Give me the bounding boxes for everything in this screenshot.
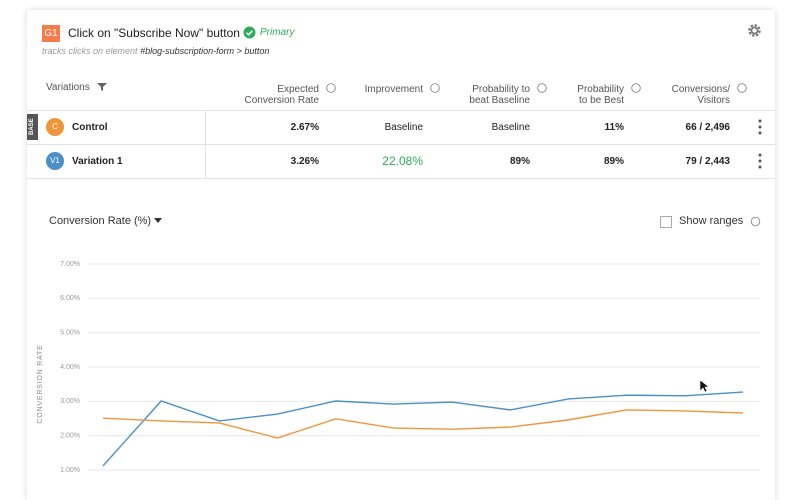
y-tick-label: 2.00%: [60, 433, 80, 440]
col-header: Expected Conversion Rate: [245, 84, 319, 106]
cell: 89%: [509, 156, 530, 167]
cell: Baseline: [491, 122, 530, 133]
dropdown-caret[interactable]: [154, 218, 163, 224]
y-tick-label: 3.00%: [60, 398, 80, 405]
y-tick-label: 7.00%: [60, 261, 80, 268]
cell: 66 / 2,496: [685, 122, 730, 133]
col-line: to be Best: [578, 95, 624, 106]
row-divider: [27, 144, 775, 145]
cell: 79 / 2,443: [685, 156, 730, 167]
col-line: Probability: [577, 84, 624, 95]
col-header: Variations: [46, 82, 90, 93]
cell: 3.26%: [290, 156, 319, 167]
cursor: [699, 379, 710, 393]
ranges-label: Show ranges: [679, 215, 744, 227]
col-header: Improvement: [365, 84, 423, 95]
col-line: Expected: [277, 84, 319, 95]
col-header: Probability to be Best: [577, 84, 624, 106]
y-tick-label: 1.00%: [60, 467, 80, 474]
col-line: Visitors: [697, 95, 730, 106]
selector: #blog-subscription-form > button: [140, 46, 270, 56]
y-axis-label: CONVERSION RATE: [37, 344, 44, 423]
cell: 89%: [603, 156, 624, 167]
col-line: beat Baseline: [469, 95, 530, 106]
check-icon: [243, 26, 256, 39]
row-name: Variation 1: [72, 156, 123, 167]
help-icons: [326, 83, 747, 93]
col-line: Probability to: [472, 84, 530, 95]
metric-dropdown[interactable]: Conversion Rate (%): [49, 215, 152, 227]
series-line: [102, 391, 744, 467]
subtitle-prefix: tracks clicks on element: [42, 46, 138, 56]
goal-title: Click on "Subscribe Now" button: [68, 26, 240, 40]
row-badge: V1: [46, 152, 64, 170]
goal-badge: G1: [42, 25, 60, 42]
col-line: Conversions/: [671, 84, 730, 95]
filter-icon[interactable]: [97, 82, 107, 92]
goal-card: G1 Click on "Subscribe Now" button Prima…: [27, 10, 775, 500]
subtitle: tracks clicks on element #blog-subscript…: [42, 46, 269, 56]
y-tick-label: 4.00%: [60, 364, 80, 371]
row-divider: [27, 110, 775, 111]
col-header: Conversions/Visitors: [672, 84, 730, 106]
help-icon: [750, 216, 761, 227]
y-tick-label: 5.00%: [60, 330, 80, 337]
cell: 2.67%: [290, 122, 319, 133]
col-line: Conversion Rate: [244, 95, 319, 106]
cell: 11%: [604, 122, 624, 133]
status: Primary: [260, 27, 295, 38]
cell: Baseline: [384, 122, 423, 133]
cell: 22.08%: [382, 154, 423, 168]
series-line: [102, 409, 744, 439]
y-tick-label: 6.00%: [60, 295, 80, 302]
col-line: Improvement: [364, 84, 423, 95]
col-header: Probability to beat Baseline: [469, 84, 530, 106]
col-divider: [205, 110, 206, 178]
row-menus[interactable]: [756, 118, 764, 174]
ranges-checkbox[interactable]: [660, 216, 672, 228]
row-name: Control: [72, 122, 108, 133]
row-divider: [27, 178, 775, 179]
row-badge: C: [46, 118, 64, 136]
col-line: Variations: [46, 82, 90, 93]
settings-icon[interactable]: [748, 24, 761, 37]
